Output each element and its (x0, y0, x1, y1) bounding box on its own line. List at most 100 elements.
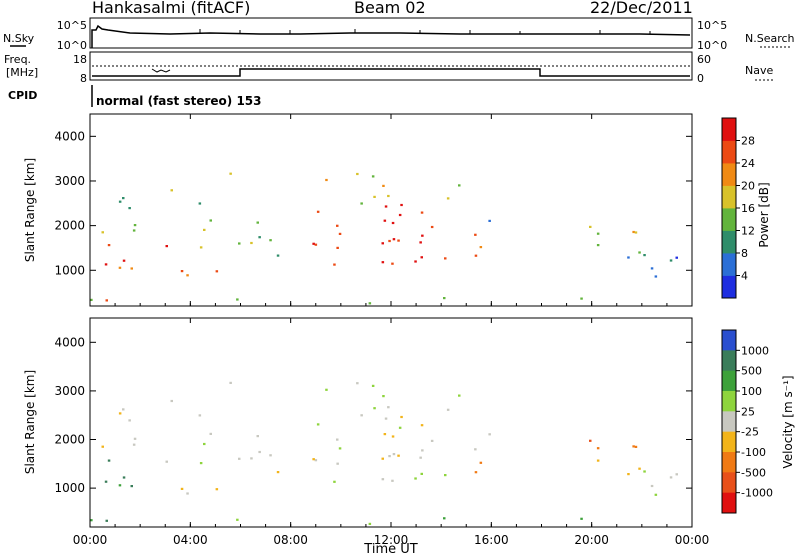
power-cell (384, 205, 388, 208)
velocity-cell (122, 408, 125, 411)
time-axis: 00:00 04:00 08:00 12:00 16:00 20:00 00:00 (73, 114, 709, 547)
noise-tick-top-left: 10^5 (57, 19, 87, 32)
power-colorbar-swatch (722, 230, 736, 254)
velocity-ylabel: Slant Range [km] (23, 370, 37, 474)
velocity-cell (419, 456, 422, 459)
velocity-cell (133, 437, 137, 440)
power-cell (269, 239, 272, 242)
power-cell (325, 178, 328, 182)
power-cell (107, 244, 111, 247)
power-ylabel: Slant Range [km] (23, 158, 37, 262)
power-cell (643, 254, 646, 257)
velocity-cell (391, 479, 394, 482)
power-colorbar-swatch (722, 253, 736, 276)
beam-label: Beam 02 (354, 0, 426, 17)
time-tick-label: 20:00 (574, 533, 609, 547)
velocity-cell (650, 484, 654, 488)
power-cell (446, 197, 450, 200)
velocity-cell (384, 417, 388, 420)
velocity-colorbar-swatch (722, 492, 736, 514)
nave-label: Nave (745, 64, 773, 77)
velocity-cell (381, 457, 384, 460)
power-cell (258, 236, 261, 239)
power-cell (250, 241, 253, 245)
velocity-cell (170, 399, 173, 403)
velocity-cell (420, 424, 424, 427)
velocity-cell (654, 493, 658, 496)
velocity-colorbar-swatch (722, 411, 736, 433)
power-cell (371, 175, 375, 178)
power-cell (420, 256, 423, 259)
velocity-cell (269, 454, 272, 457)
date-label: 22/Dec/2011 (590, 0, 693, 17)
velocity-cell (316, 423, 320, 426)
power-cell (627, 256, 630, 259)
velocity-cell (107, 459, 111, 462)
nave-tick-top: 60 (697, 53, 711, 66)
velocity-cell (373, 407, 376, 410)
power-colorbar-swatch (722, 185, 736, 209)
velocity-cell (444, 474, 447, 477)
velocity-cell (203, 442, 206, 446)
velocity-cell (397, 454, 400, 457)
velocity-cell (643, 470, 646, 473)
time-tick-label: 00:00 (73, 533, 108, 547)
velocity-cell (474, 471, 478, 474)
velocity-cell (101, 445, 104, 448)
velocity-cell (118, 484, 122, 487)
velocity-cell (371, 384, 375, 387)
velocity-cell (580, 517, 583, 520)
power-cell (360, 202, 363, 205)
power-cell (430, 225, 434, 229)
velocity-cell (420, 472, 423, 475)
velocity-colorbar-tick: -500 (741, 466, 766, 479)
power-cell (203, 228, 206, 231)
velocity-cell (314, 459, 318, 462)
velocity-cell (669, 476, 673, 479)
power-cell (383, 219, 387, 222)
velocity-cell (446, 408, 450, 411)
power-cell (391, 221, 395, 225)
power-cell (458, 184, 461, 187)
freq-trace (92, 68, 690, 77)
power-cell (381, 261, 385, 264)
time-tick-label: 12:00 (374, 533, 409, 547)
velocity-cell (421, 449, 424, 452)
power-cell (122, 259, 126, 262)
power-cell (199, 246, 203, 249)
power-cell (443, 297, 446, 300)
velocity-cell (675, 473, 678, 476)
power-cell (479, 246, 483, 249)
power-colorbar-tick: 4 (741, 270, 748, 283)
velocity-cell (258, 450, 261, 454)
velocity-cell (229, 381, 232, 384)
power-cell (654, 275, 658, 278)
power-cell (133, 224, 137, 227)
velocity-cell (276, 471, 280, 474)
noise-sky-trace (91, 24, 691, 48)
velocity-cell (90, 519, 93, 522)
power-ytick-label: 2000 (54, 219, 85, 233)
time-tick-label: 16:00 (474, 533, 509, 547)
power-panel: 1000 2000 3000 4000 Slant Range [km] 4 8 12 16… (23, 113, 771, 307)
velocity-cell (381, 478, 385, 481)
velocity-panel: 1000 2000 3000 4000 Slant Range [km] 1000 50… (23, 317, 795, 528)
power-cell (474, 233, 477, 236)
power-cell (580, 297, 583, 300)
power-cell (170, 189, 173, 192)
noise-tick-top-right: 10^5 (697, 19, 727, 32)
velocity-cell (634, 445, 638, 448)
power-cell (229, 172, 232, 175)
velocity-ytick-label: 2000 (54, 433, 85, 447)
velocity-colorbar-swatch (722, 452, 736, 473)
velocity-cell (186, 492, 189, 495)
velocity-cell (105, 519, 108, 522)
velocity-cell (387, 406, 390, 409)
noise-tick-bottom-left: 10^0 (57, 39, 87, 52)
freq-tick-bottom: 8 (80, 72, 87, 85)
power-cell (333, 263, 336, 266)
nave-glitch (151, 68, 171, 73)
velocity-colorbar-swatch (722, 370, 736, 392)
power-cell (382, 184, 385, 187)
velocity-cell (479, 461, 483, 464)
